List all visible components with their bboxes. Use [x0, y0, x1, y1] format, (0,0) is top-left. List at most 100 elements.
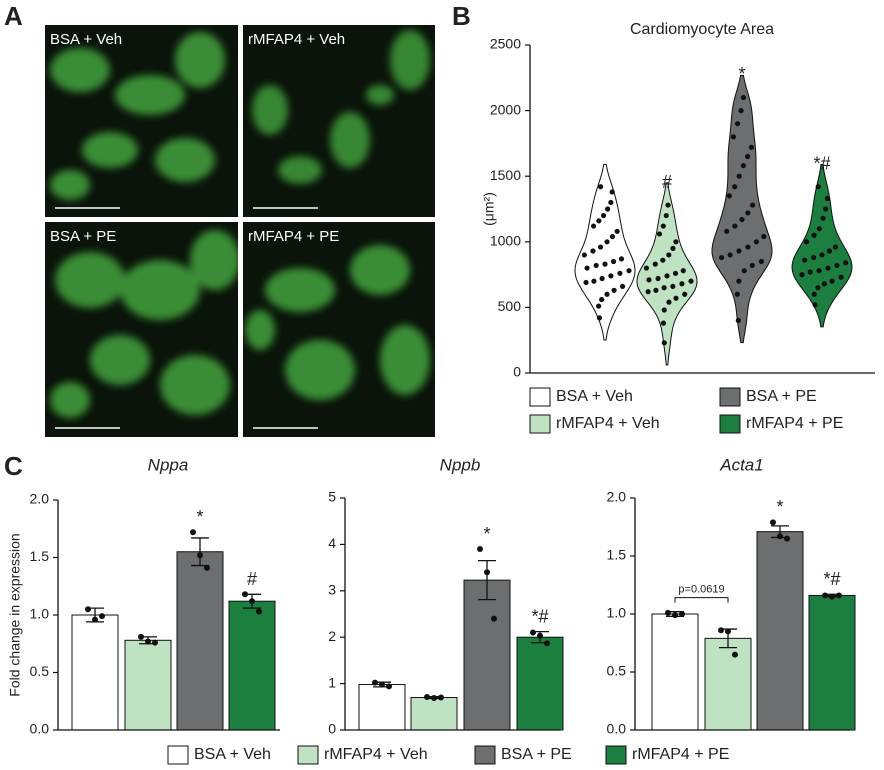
- panel-letter: B: [452, 1, 471, 31]
- bar: [704, 637, 752, 731]
- data-point: [740, 94, 747, 101]
- data-point: [748, 144, 754, 150]
- data-point: [645, 289, 651, 295]
- data-point: [609, 233, 616, 240]
- data-point: [736, 278, 742, 284]
- chart-title: Nppa: [148, 455, 189, 474]
- data-point: [753, 239, 759, 245]
- data-point: [836, 592, 842, 599]
- micrograph: [45, 222, 238, 437]
- data-point: [619, 283, 626, 290]
- data-point: [816, 268, 822, 274]
- bar: [516, 636, 564, 731]
- data-point: [581, 252, 587, 258]
- data-point: [803, 239, 810, 245]
- legend-swatch: [297, 745, 319, 765]
- y-tick-label: 1.5: [30, 548, 50, 564]
- legend-swatch: [167, 745, 189, 765]
- data-point: [197, 552, 203, 559]
- data-point: [604, 291, 610, 297]
- data-point: [660, 320, 667, 326]
- data-point: [815, 285, 821, 291]
- significance: *: [196, 507, 203, 527]
- significance-bracket: [674, 597, 729, 603]
- significance: *#: [813, 153, 830, 173]
- legend-label: BSA + PE: [501, 746, 572, 763]
- data-point: [617, 270, 623, 276]
- data-point: [822, 592, 828, 599]
- data-point: [741, 268, 747, 274]
- significance: *: [738, 64, 745, 84]
- data-point: [665, 609, 671, 616]
- data-point: [424, 694, 430, 701]
- data-point: [673, 295, 679, 301]
- y-tick-label: 0: [328, 721, 336, 737]
- data-point: [145, 638, 151, 645]
- significance: *: [776, 497, 783, 517]
- data-point: [735, 121, 741, 127]
- legend-label: rMFAP4 + PE: [746, 415, 843, 432]
- data-point: [599, 296, 605, 303]
- data-point: [666, 252, 672, 258]
- legend-swatch: [719, 414, 741, 434]
- data-point: [598, 184, 604, 190]
- data-point: [726, 193, 732, 199]
- data-point: [590, 223, 597, 229]
- data-point: [544, 640, 550, 647]
- data-point: [664, 273, 670, 279]
- data-point: [653, 287, 659, 293]
- data-point: [596, 315, 603, 321]
- data-point: [379, 681, 385, 688]
- data-point: [608, 273, 614, 279]
- data-point: [537, 632, 543, 639]
- data-point: [477, 546, 483, 553]
- data-point: [749, 262, 755, 269]
- data-point: [799, 272, 805, 278]
- data-point: [682, 291, 688, 297]
- data-point: [820, 215, 826, 221]
- legend-label: rMFAP4 + Veh: [556, 415, 660, 432]
- data-point: [824, 195, 831, 202]
- data-point: [670, 245, 676, 251]
- y-tick-label: 2: [328, 628, 336, 644]
- data-point: [660, 257, 666, 263]
- data-point: [242, 591, 248, 598]
- significance: *#: [823, 569, 840, 589]
- data-point: [249, 598, 255, 605]
- data-point: [734, 291, 740, 297]
- y-tick-label: 0.5: [30, 663, 50, 679]
- bar: [176, 551, 224, 731]
- y-tick-label: 0.0: [607, 721, 627, 737]
- data-point: [740, 163, 747, 169]
- micrograph: [243, 25, 435, 217]
- significance: #: [247, 569, 257, 589]
- micrograph: [243, 222, 435, 437]
- data-point: [655, 275, 661, 282]
- data-point: [596, 218, 602, 224]
- data-point: [732, 184, 738, 190]
- data-point: [626, 268, 632, 274]
- legend-swatch: [529, 414, 551, 434]
- data-point: [618, 256, 625, 262]
- data-point: [811, 254, 817, 261]
- legend-label: rMFAP4 + Veh: [324, 746, 428, 763]
- data-point: [99, 613, 105, 620]
- data-point: [815, 184, 821, 190]
- chart-title: Cardiomyocyte Area: [630, 21, 774, 38]
- data-point: [832, 244, 838, 250]
- data-point: [652, 261, 658, 267]
- y-tick-label: 4: [328, 535, 336, 551]
- bar: [71, 614, 119, 731]
- y-tick-label: 1.0: [607, 605, 627, 621]
- y-tick-label: 2000: [490, 101, 521, 117]
- bar: [808, 594, 856, 731]
- data-point: [718, 254, 725, 261]
- y-axis-label: Fold change in expression: [7, 533, 23, 696]
- y-tick-label: 2500: [490, 36, 521, 52]
- data-point: [661, 285, 667, 291]
- data-point: [614, 228, 620, 234]
- data-point: [826, 248, 832, 254]
- y-tick-label: 500: [498, 298, 522, 314]
- bar: [358, 684, 406, 731]
- data-point: [608, 199, 614, 206]
